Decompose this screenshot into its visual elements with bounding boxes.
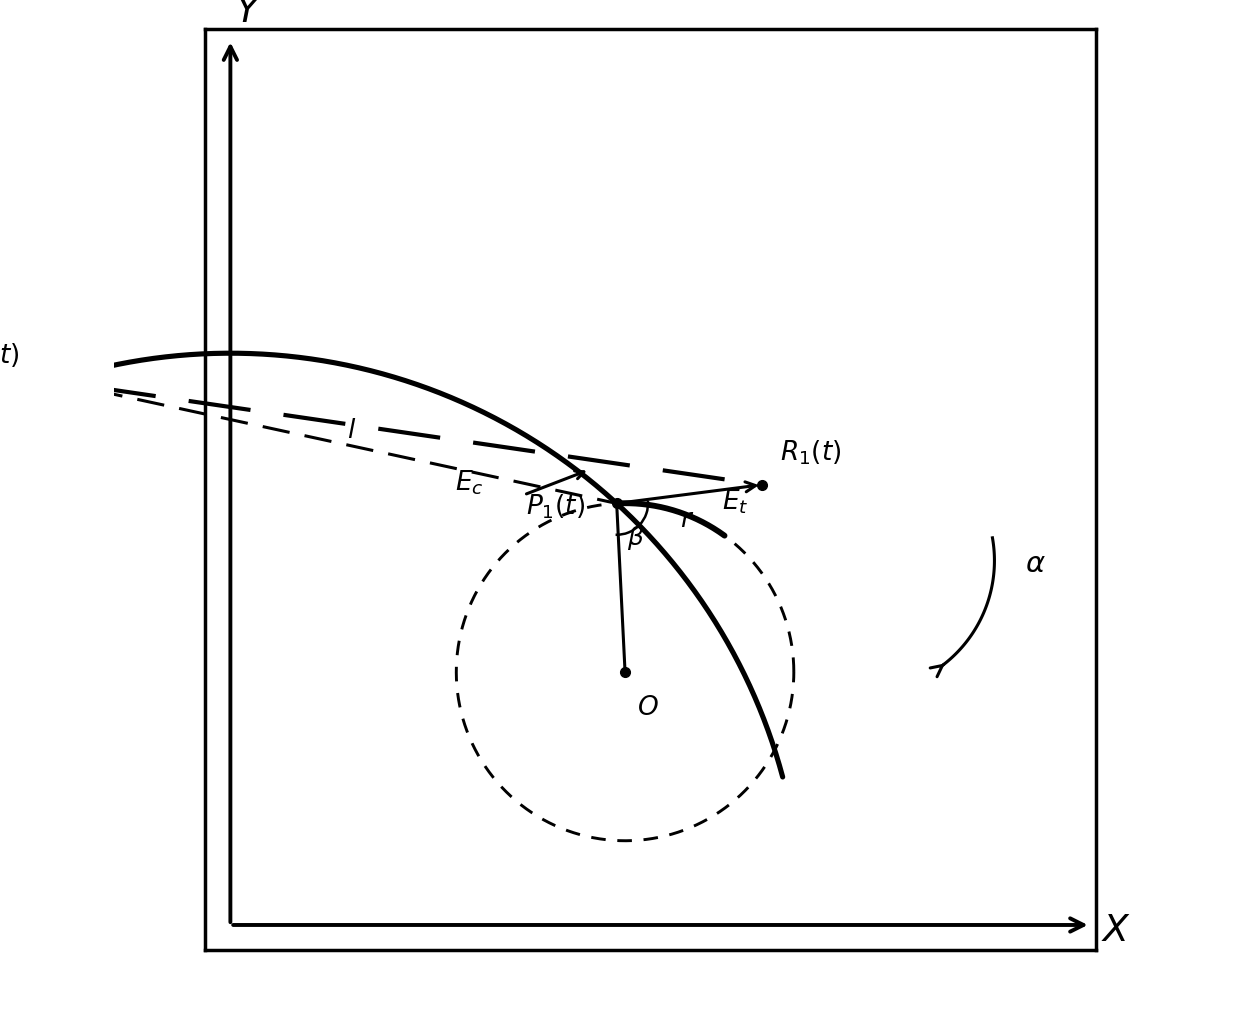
Text: $Y$: $Y$ [236,0,263,30]
Text: $P_1(t)$: $P_1(t)$ [526,492,584,521]
Text: $R_1(t)$: $R_1(t)$ [780,438,842,466]
Text: $O$: $O$ [637,695,658,721]
Text: $\alpha$: $\alpha$ [1024,549,1045,577]
Text: $\beta$: $\beta$ [626,524,644,551]
Text: $E_c$: $E_c$ [455,468,484,496]
Text: $X$: $X$ [1101,912,1131,948]
Text: $R_2(t)$: $R_2(t)$ [0,342,19,370]
Text: $E_t$: $E_t$ [722,487,748,516]
Text: $l$: $l$ [347,418,357,444]
Text: $r$: $r$ [680,507,694,533]
